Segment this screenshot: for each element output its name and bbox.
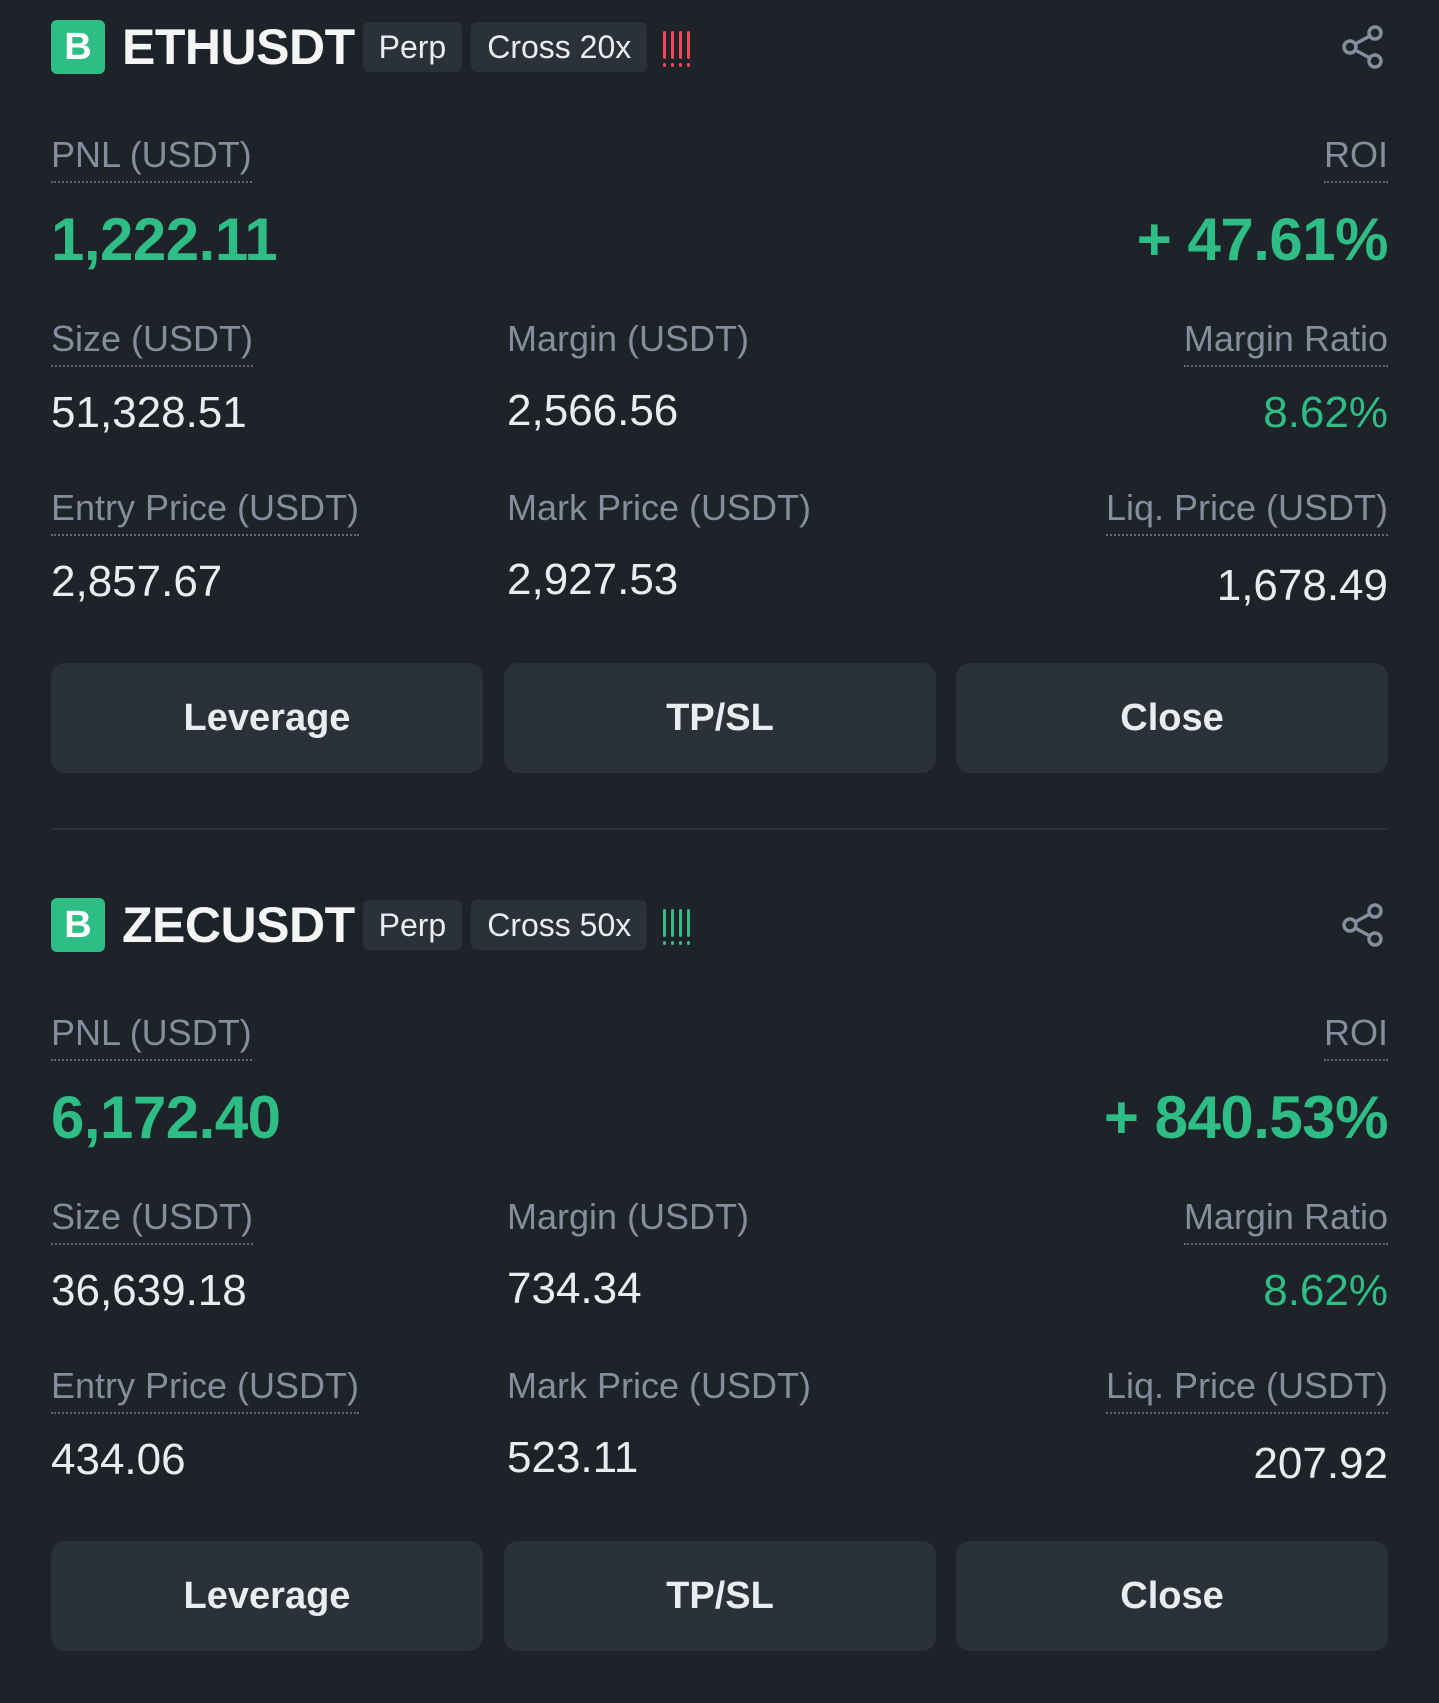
entry-price-value: 434.06 (51, 1435, 186, 1484)
risk-bar (687, 909, 691, 945)
tpsl-button[interactable]: TP/SL (504, 663, 936, 773)
pnl-label[interactable]: PNL (USDT) (51, 1011, 252, 1061)
size-value: 51,328.51 (51, 388, 247, 437)
symbol-name[interactable]: ZECUSDT (122, 897, 355, 953)
risk-bar (687, 31, 691, 67)
roi-value: + 840.53% (1103, 1084, 1389, 1151)
risk-bar (663, 909, 667, 945)
pnl-value: 1,222.11 (51, 206, 278, 273)
mark-price-value: 2,927.53 (507, 555, 679, 604)
exchange-badge: B (51, 20, 105, 74)
position-card-ethusdt: B ETHUSDT Perp Cross 20x PNL (USDT) ROI … (51, 0, 1389, 780)
margin-value: 734.34 (507, 1264, 642, 1313)
risk-bar (663, 31, 667, 67)
margin-label: Margin (USDT) (507, 318, 750, 359)
mark-price-label: Mark Price (USDT) (507, 487, 811, 528)
entry-price-value: 2,857.67 (51, 557, 223, 606)
margin-ratio-value: 8.62% (1263, 388, 1388, 437)
margin-ratio-label[interactable]: Margin Ratio (1183, 317, 1388, 367)
close-button[interactable]: Close (956, 663, 1388, 773)
share-icon[interactable] (1338, 900, 1388, 950)
divider (51, 828, 1388, 830)
margin-label: Margin (USDT) (507, 1196, 750, 1237)
liq-price-label[interactable]: Liq. Price (USDT) (1105, 486, 1388, 536)
margin-ratio-label[interactable]: Margin Ratio (1183, 1195, 1388, 1245)
contract-type-tag: Perp (362, 900, 463, 950)
liq-price-value: 207.92 (1253, 1439, 1388, 1488)
size-label[interactable]: Size (USDT) (51, 1195, 254, 1245)
mark-price-value: 523.11 (507, 1433, 639, 1482)
risk-indicator (663, 905, 691, 945)
symbol-name[interactable]: ETHUSDT (122, 19, 355, 75)
roi-value: + 47.61% (1136, 206, 1389, 273)
leverage-button[interactable]: Leverage (51, 1541, 483, 1651)
entry-price-label[interactable]: Entry Price (USDT) (51, 1364, 360, 1414)
share-icon[interactable] (1338, 22, 1388, 72)
entry-price-label[interactable]: Entry Price (USDT) (51, 486, 360, 536)
tpsl-button[interactable]: TP/SL (504, 1541, 936, 1651)
size-label[interactable]: Size (USDT) (51, 317, 254, 367)
margin-mode-tag[interactable]: Cross 20x (471, 22, 648, 72)
risk-indicator (663, 27, 691, 67)
risk-bar (679, 31, 683, 67)
close-button[interactable]: Close (956, 1541, 1388, 1651)
pnl-value: 6,172.40 (51, 1084, 281, 1151)
roi-label[interactable]: ROI (1323, 1011, 1388, 1061)
position-header: B ZECUSDT Perp Cross 50x (51, 897, 1388, 953)
size-value: 36,639.18 (51, 1266, 247, 1315)
pnl-label[interactable]: PNL (USDT) (51, 133, 252, 183)
mark-price-label: Mark Price (USDT) (507, 1365, 811, 1406)
roi-label[interactable]: ROI (1323, 133, 1388, 183)
margin-value: 2,566.56 (507, 386, 679, 435)
position-header: B ETHUSDT Perp Cross 20x (51, 19, 1388, 75)
leverage-button[interactable]: Leverage (51, 663, 483, 773)
margin-ratio-value: 8.62% (1263, 1266, 1388, 1315)
margin-mode-tag[interactable]: Cross 50x (471, 900, 648, 950)
contract-type-tag: Perp (362, 22, 463, 72)
position-card-zecusdt: B ZECUSDT Perp Cross 50x PNL (USDT) ROI … (51, 878, 1389, 1658)
liq-price-label[interactable]: Liq. Price (USDT) (1105, 1364, 1388, 1414)
exchange-badge: B (51, 898, 105, 952)
risk-bar (671, 909, 675, 945)
risk-bar (671, 31, 675, 67)
risk-bar (679, 909, 683, 945)
liq-price-value: 1,678.49 (1216, 561, 1388, 610)
